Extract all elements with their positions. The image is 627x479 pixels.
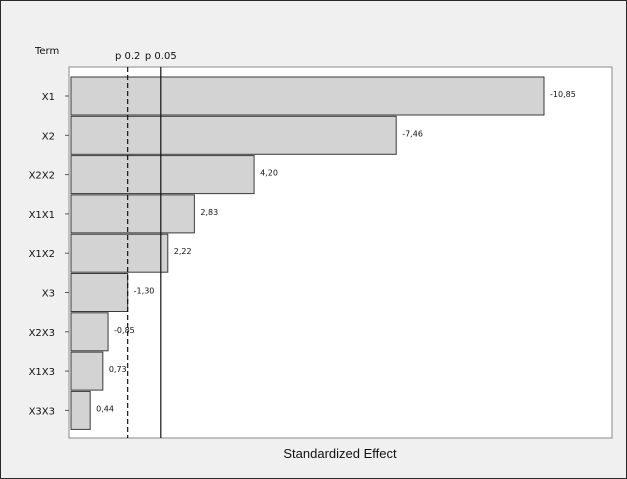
bar-x1	[70, 76, 545, 116]
y-tick-label-x1x3: X1X3	[29, 367, 55, 378]
bar-x1x1	[70, 194, 195, 234]
data-label-x3x3: 0,44	[96, 404, 114, 413]
x-axis-label: Standardized Effect	[283, 446, 397, 461]
bar-x1x2	[70, 233, 169, 273]
y-tick-label-x2: X2	[42, 131, 55, 142]
y-tick-label-x1: X1	[42, 92, 55, 103]
y-tick-label-x1x2: X1X2	[29, 249, 55, 260]
data-label-x1: -10,85	[550, 90, 576, 99]
data-label-x1x1: 2,83	[200, 208, 218, 217]
y-tick-label-x3: X3	[42, 289, 55, 300]
bar-x1x3	[70, 351, 104, 391]
reference-label-p-0-05: p 0.05	[145, 51, 177, 62]
y-tick-label-x2x2: X2X2	[29, 171, 55, 182]
y-tick-label-x2x3: X2X3	[29, 328, 55, 339]
bar-x2x3	[70, 312, 109, 352]
bar-x2	[70, 115, 397, 155]
y-tick-label-x3x3: X3X3	[29, 406, 55, 417]
data-label-x2: -7,46	[402, 129, 423, 138]
data-label-x1x2: 2,22	[174, 247, 192, 256]
data-label-x3: -1,30	[134, 287, 155, 296]
bar-x2x2	[70, 155, 255, 195]
term-header: Term	[34, 46, 59, 57]
data-label-x2x3: -0,85	[114, 326, 135, 335]
reference-label-p-0-2: p 0.2	[115, 51, 140, 62]
data-label-x2x2: 4,20	[260, 169, 278, 178]
bar-x3	[70, 273, 129, 312]
y-tick-label-x1x1: X1X1	[29, 210, 55, 221]
bar-x3x3	[70, 390, 91, 430]
data-label-x1x3: 0,73	[109, 365, 127, 374]
